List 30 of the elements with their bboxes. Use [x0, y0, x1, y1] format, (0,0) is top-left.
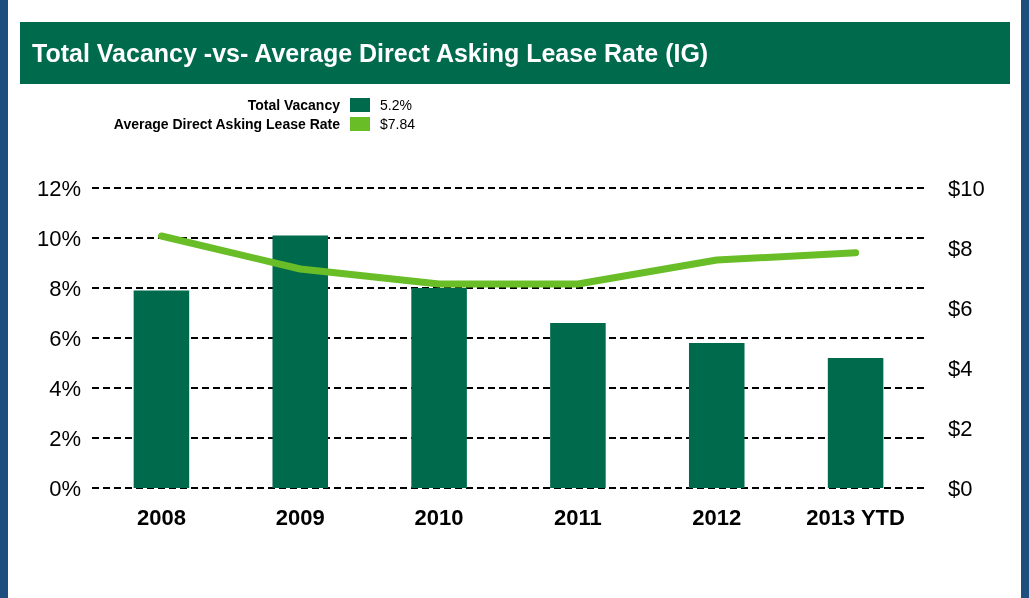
x-tick-label: 2008 [136, 505, 186, 531]
y2-tick-label: $4 [948, 355, 973, 381]
y2-tick-label: $2 [948, 415, 973, 441]
y-tick-label: 10% [36, 225, 81, 251]
x-tick-label: 2011 [554, 505, 602, 531]
text: $7.84 [380, 116, 416, 132]
y-tick-label: 2% [49, 425, 81, 451]
y-tick-label: 6% [49, 325, 81, 351]
y2-tick-label: $8 [948, 235, 973, 261]
bar [550, 323, 606, 488]
bar [688, 343, 745, 488]
bar [272, 235, 329, 488]
x-tick-label: 2012 [692, 505, 742, 531]
bar [411, 288, 467, 488]
y2-tick-label: $6 [948, 295, 973, 321]
legend-label: Total Vacancy [247, 97, 341, 113]
x-tick-label: 2009 [275, 505, 325, 531]
bar [133, 290, 190, 488]
bar [827, 358, 884, 488]
chart-title: Total Vacancy -vs- Average Direct Asking Lease Rate (IG) [32, 39, 709, 67]
text: 5.2% [380, 97, 412, 113]
x-tick-label: 2013 YTD [806, 505, 905, 531]
legend-label: Average Direct Asking Lease Rate [113, 116, 341, 132]
y-tick-label: 8% [49, 275, 81, 301]
y-tick-label: 4% [49, 375, 81, 401]
y-tick-label: 0% [49, 475, 81, 501]
y-tick-label: 12% [36, 175, 81, 201]
y2-tick-label: $10 [948, 175, 985, 201]
y2-tick-label: $0 [948, 475, 973, 501]
x-tick-label: 2010 [414, 505, 464, 531]
